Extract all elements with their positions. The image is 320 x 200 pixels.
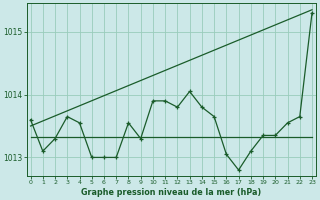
- X-axis label: Graphe pression niveau de la mer (hPa): Graphe pression niveau de la mer (hPa): [81, 188, 261, 197]
